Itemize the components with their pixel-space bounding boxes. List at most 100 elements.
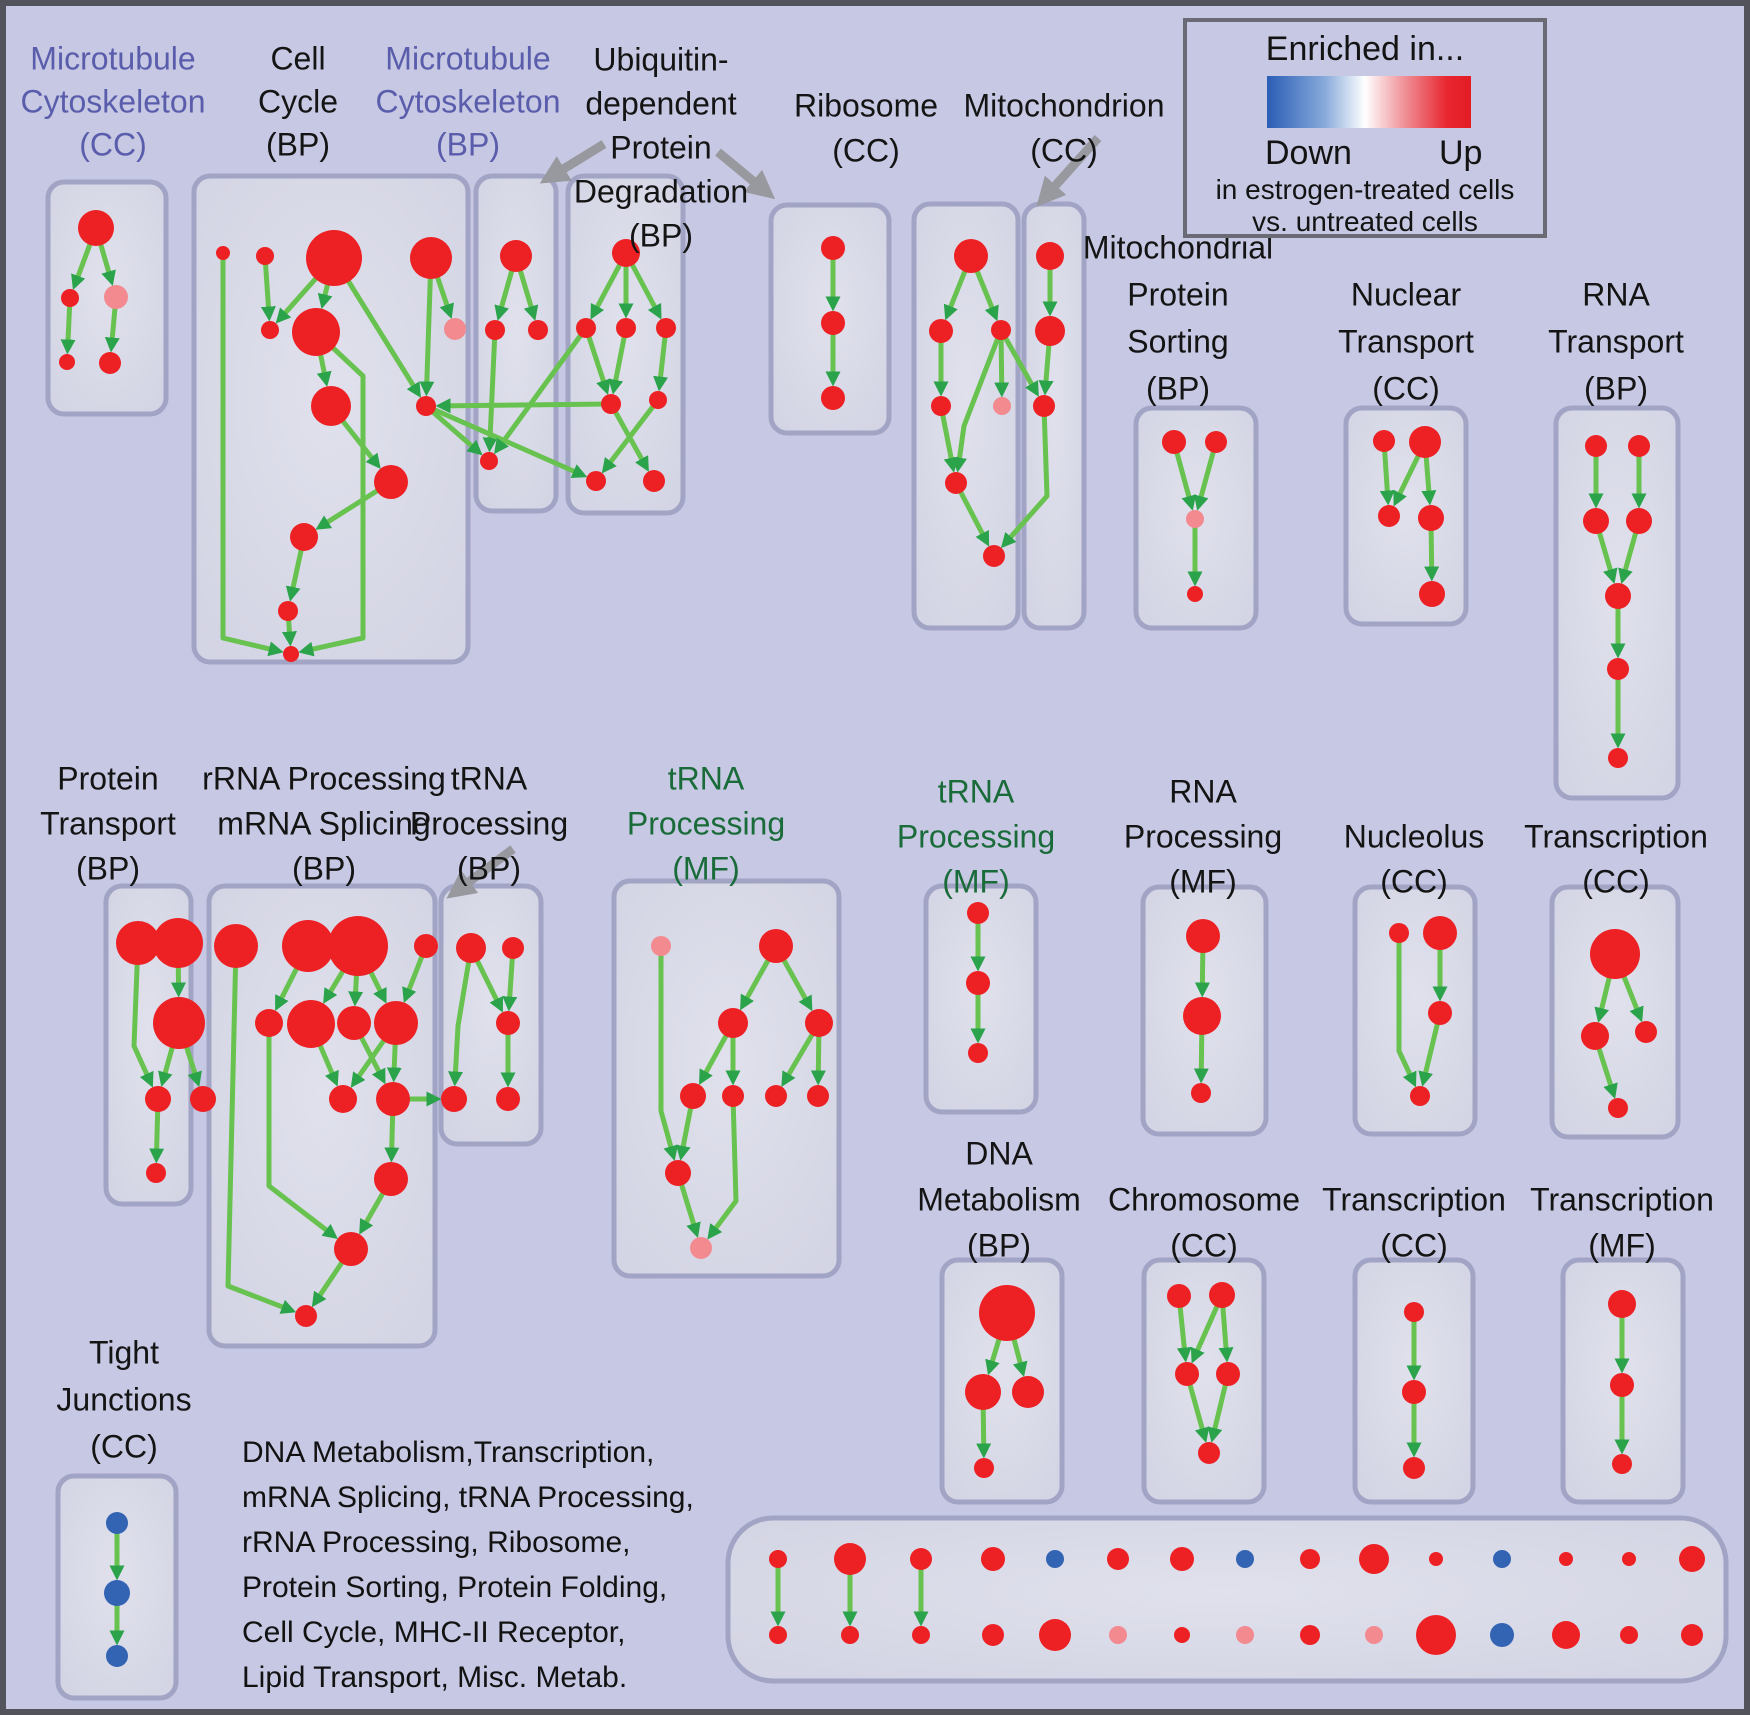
label-nuclear-transport-cc: Nuclear Transport (CC) (1338, 276, 1474, 406)
go-term-node-ribosome-cc-4 (993, 397, 1011, 415)
go-term-node-merged-terms-strip-8 (1300, 1549, 1320, 1569)
go-term-node-rrna-processing-mrna-splicing-bp-2 (328, 916, 388, 976)
go-term-node-microtubule-cytoskeleton-cc-0 (78, 210, 114, 246)
legend-subtitle-line1: in estrogen-treated cells (1215, 174, 1515, 205)
go-term-node-protein-transport-bp-2 (153, 997, 205, 1049)
go-term-node-ubiquitin-degradation-bp-2-1 (821, 311, 845, 335)
label-transcription-cc-row3: Transcription (CC) (1322, 1181, 1506, 1263)
label-tight-junctions-cc: Tight Junctions (CC) (56, 1334, 191, 1464)
go-term-node-cell-cycle-bp-0 (216, 246, 230, 260)
edge-arrow (952, 329, 1004, 473)
go-term-node-trna-processing-mf-1-7 (807, 1085, 829, 1107)
label-trna-processing-bp: tRNA Processing (BP) (410, 760, 568, 886)
go-term-node-cell-cycle-bp-8 (416, 396, 436, 416)
label-rna-transport-bp: RNA Transport (BP) (1548, 276, 1684, 406)
go-term-node-nuclear-transport-cc-4 (1419, 581, 1445, 607)
go-term-node-merged-terms-strip-10 (1429, 1552, 1443, 1566)
go-term-node-rna-transport-bp-4 (1605, 583, 1631, 609)
edge-arrow (131, 942, 154, 1088)
go-term-node-merged-terms-strip-18 (982, 1624, 1004, 1646)
cluster-box-microtubule-cytoskeleton-bp (473, 173, 559, 514)
label-microtubule-cytoskeleton-cc: Microtubule Cytoskeleton (CC) (21, 40, 206, 162)
label-dna-metabolism-bp: DNA Metabolism (BP) (917, 1135, 1081, 1263)
go-term-node-trna-processing-mf-2-1 (966, 971, 990, 995)
go-term-node-chromosome-cc-4 (1198, 1442, 1220, 1464)
go-term-node-merged-terms-strip-22 (1236, 1626, 1254, 1644)
edge-arrow (608, 402, 649, 472)
go-term-node-cell-cycle-bp-7 (311, 386, 351, 426)
go-term-node-rna-processing-mf-2 (1191, 1083, 1211, 1103)
go-term-node-nucleolus-cc-2 (1428, 1001, 1452, 1025)
go-term-node-mitochondrial-protein-sorting-bp-1 (1205, 431, 1227, 453)
go-term-node-mitochondrion-cc-2 (1033, 395, 1055, 417)
go-term-node-trna-processing-mf-1-4 (680, 1083, 706, 1109)
go-term-node-rna-processing-mf-1 (1183, 997, 1221, 1035)
go-term-node-trna-processing-mf-1-1 (759, 929, 793, 963)
label-mitochondrial-protein-sorting-bp: Mitochondrial Protein Sorting (BP) (1083, 229, 1273, 406)
edge-arrow (424, 404, 483, 456)
labels: Microtubule Cytoskeleton (CC) Cell Cycle (BP)… (21, 40, 1714, 1464)
edge-arrow (658, 946, 678, 1161)
go-term-node-cell-cycle-bp-12 (283, 646, 299, 662)
go-term-node-ubiquitin-degradation-bp-1-5 (649, 391, 667, 409)
go-term-node-merged-terms-strip-21 (1174, 1627, 1190, 1643)
go-term-node-merged-terms-strip-20 (1109, 1626, 1127, 1644)
cluster-box-chromosome-cc (1141, 1257, 1267, 1505)
go-term-node-ribosome-cc-0 (954, 239, 988, 273)
summary-note-line: rRNA Processing, Ribosome, (242, 1526, 631, 1559)
go-term-node-rna-transport-bp-1 (1628, 435, 1650, 457)
go-term-node-protein-transport-bp-4 (190, 1086, 216, 1112)
legend-up-label: Up (1439, 134, 1483, 172)
go-term-node-protein-transport-bp-0 (116, 921, 160, 965)
go-term-node-trna-processing-mf-1-3 (805, 1009, 833, 1037)
go-term-node-ubiquitin-degradation-bp-1-7 (643, 470, 665, 492)
go-term-node-merged-terms-strip-17 (912, 1626, 930, 1644)
go-term-node-trna-processing-mf-1-9 (690, 1237, 712, 1259)
go-term-node-merged-terms-strip-29 (1681, 1624, 1703, 1646)
go-term-node-nuclear-transport-cc-0 (1373, 430, 1395, 452)
go-term-node-dna-metabolism-bp-3 (974, 1458, 994, 1478)
edge-arrow (220, 253, 284, 657)
go-term-node-ribosome-cc-2 (991, 320, 1011, 340)
cluster-box-merged-terms-strip (725, 1515, 1729, 1684)
edge-arrow (225, 945, 297, 1314)
go-term-node-rrna-processing-mrna-splicing-bp-9 (376, 1082, 410, 1116)
mitochondrion-pointer-icon (1036, 134, 1102, 207)
go-term-node-microtubule-cytoskeleton-cc-4 (99, 352, 121, 374)
go-term-node-cell-cycle-bp-1 (256, 247, 274, 265)
label-trna-processing-mf-2: tRNA Processing (MF) (897, 773, 1055, 899)
edge-arrow (1000, 405, 1050, 549)
go-term-node-nucleolus-cc-3 (1410, 1086, 1430, 1106)
go-term-node-merged-terms-strip-4 (1046, 1550, 1064, 1568)
go-term-node-trna-processing-mf-2-0 (967, 902, 989, 924)
go-term-node-microtubule-cytoskeleton-cc-2 (104, 285, 128, 309)
edge-arrow (419, 257, 435, 397)
go-term-node-mitochondrion-cc-1 (1035, 316, 1065, 346)
go-term-node-merged-terms-strip-16 (841, 1626, 859, 1644)
edge-arrow (601, 398, 660, 474)
label-transcription-cc-row2: Transcription (CC) (1524, 818, 1708, 899)
cluster-box-trna-processing-mf-2 (923, 883, 1039, 1115)
label-nucleolus-cc: Nucleolus (CC) (1344, 818, 1485, 899)
go-term-node-rna-processing-mf-0 (1186, 919, 1220, 953)
go-term-node-transcription-mf-0 (1608, 1290, 1636, 1318)
go-term-node-merged-terms-strip-2 (910, 1548, 932, 1570)
go-term-node-cell-cycle-bp-5 (292, 308, 340, 356)
go-term-node-trna-processing-mf-1-5 (722, 1085, 744, 1107)
go-term-node-ribosome-cc-3 (931, 396, 951, 416)
go-term-node-merged-terms-strip-6 (1170, 1547, 1194, 1571)
go-term-node-merged-terms-strip-9 (1359, 1544, 1389, 1574)
go-term-node-rrna-processing-mrna-splicing-bp-3 (414, 934, 438, 958)
go-term-node-merged-terms-strip-7 (1236, 1550, 1254, 1568)
go-term-node-rrna-processing-mrna-splicing-bp-4 (255, 1009, 283, 1037)
summary-note-line: Protein Sorting, Protein Folding, (242, 1571, 668, 1604)
edge-arrow (608, 327, 629, 395)
go-term-node-cell-cycle-bp-3 (410, 237, 452, 279)
go-term-node-cell-cycle-bp-9 (374, 465, 408, 499)
edge-arrow (1396, 933, 1417, 1088)
go-term-node-ubiquitin-degradation-bp-1-3 (656, 318, 676, 338)
go-term-node-merged-terms-strip-25 (1416, 1615, 1456, 1655)
label-cell-cycle-bp: Cell Cycle (BP) (258, 40, 338, 162)
go-term-node-merged-terms-strip-5 (1107, 1548, 1129, 1570)
go-term-node-microtubule-cytoskeleton-bp-3 (480, 452, 498, 470)
